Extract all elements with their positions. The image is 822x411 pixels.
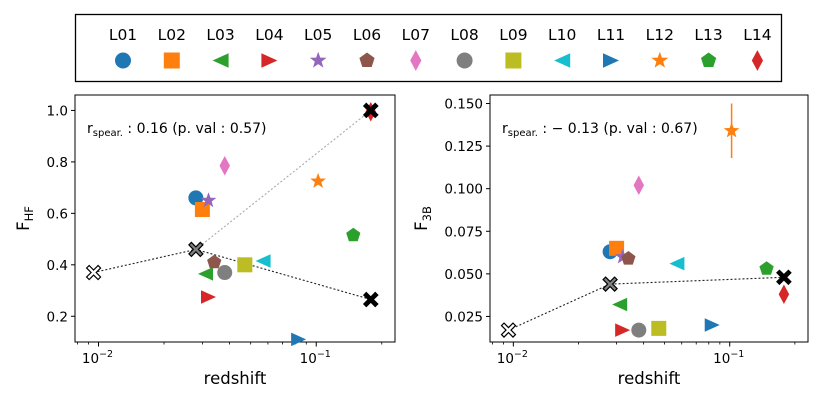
data-point-l09 — [651, 320, 667, 336]
y-tick-label: 1.0 — [47, 103, 68, 119]
legend-label: L02 — [158, 26, 186, 44]
legend-label: L14 — [743, 26, 771, 44]
legend-marker — [456, 52, 473, 69]
y-tick-label: 0.150 — [444, 97, 483, 113]
summary-marker — [602, 276, 618, 292]
data-point-l06 — [207, 254, 222, 269]
legend-frame — [74, 13, 783, 83]
legend: L01 L02 L03 L04 L05 L06 L07 L08 L09 L10 L11 L12 L13 L… — [74, 13, 783, 83]
legend-marker — [163, 52, 180, 69]
data-point-l04 — [200, 290, 216, 304]
y-axis-label: F3B — [412, 206, 434, 231]
data-point-l12 — [723, 122, 740, 138]
legend-marker — [603, 53, 619, 68]
data-point-l07 — [633, 175, 645, 196]
legend-label: L04 — [255, 26, 283, 44]
spearman-annotation: rspear. : 0.16 (p. val : 0.57) — [87, 121, 266, 139]
data-point-l02 — [609, 240, 625, 256]
summary-marker — [362, 102, 379, 119]
summary-marker — [500, 322, 517, 338]
y-tick-label: 0.125 — [444, 139, 483, 155]
y-tick-label: 0.100 — [444, 182, 483, 198]
y-tick-label: 0.075 — [444, 224, 483, 240]
y-tick-label: 0.025 — [444, 309, 483, 325]
legend-label: L06 — [353, 26, 381, 44]
legend-label: L13 — [694, 26, 722, 44]
data-point-l05 — [200, 192, 217, 208]
data-point-l09 — [237, 257, 253, 273]
data-point-l10 — [669, 256, 685, 271]
legend-marker — [554, 53, 571, 68]
legend-marker — [261, 53, 278, 68]
y-tick-label: 0.4 — [47, 258, 68, 274]
summary-marker — [776, 269, 792, 286]
panel-3b: 0.025 0.050 0.075 0.100 0.125 0.150 10−2 10−1 re… — [412, 94, 809, 388]
data-point-l11 — [291, 332, 307, 347]
y-tick-label: 0.6 — [47, 206, 68, 222]
summary-marker — [85, 264, 102, 281]
data-point-l13 — [346, 227, 361, 242]
legend-marker — [115, 52, 131, 69]
x-axis-label: redshift — [204, 369, 267, 388]
trend-line — [195, 109, 372, 250]
axes-frame — [74, 94, 396, 343]
y-tick-label: 0.8 — [47, 155, 68, 171]
data-point-l08 — [631, 322, 647, 338]
legend-label: L08 — [450, 26, 478, 44]
legend-marker — [410, 50, 422, 71]
trend-line — [508, 276, 784, 331]
y-tick-label: 0.2 — [47, 309, 68, 325]
data-point-l03 — [612, 297, 628, 312]
axes-frame — [489, 94, 809, 343]
trend-line — [93, 248, 371, 301]
data-point-l13 — [759, 261, 774, 275]
legend-label: L09 — [499, 26, 527, 44]
data-point-l11 — [704, 318, 720, 332]
data-point-l08 — [217, 265, 233, 281]
data-point-l12 — [310, 172, 326, 188]
legend-marker — [651, 51, 669, 68]
x-tick-label: 10−2 — [497, 349, 528, 367]
legend-label: L12 — [646, 26, 674, 44]
y-tick-label: 0.050 — [444, 267, 483, 283]
legend-label: L11 — [597, 26, 625, 44]
data-point-l14 — [778, 284, 790, 305]
legend-label: L05 — [304, 26, 332, 44]
legend-marker — [359, 52, 375, 67]
data-point-l10 — [255, 254, 271, 268]
summary-marker — [362, 291, 379, 308]
legend-marker — [309, 51, 327, 68]
y-axis-label: FHF — [14, 206, 36, 231]
x-tick-label: 10−1 — [713, 349, 744, 367]
legend-marker — [701, 52, 717, 67]
data-point-l06 — [621, 251, 636, 265]
legend-label: L01 — [109, 26, 137, 44]
x-tick-label: 10−2 — [82, 349, 113, 367]
data-point-l03 — [197, 267, 213, 281]
data-point-l02 — [194, 201, 210, 217]
legend-marker — [505, 52, 522, 69]
panel-hf: 0.2 0.4 0.6 0.8 1.0 10−2 10−1 redshift FHF rspear… — [14, 94, 396, 388]
x-axis-label: redshift — [618, 369, 681, 388]
data-point-l04 — [615, 323, 631, 337]
spearman-annotation: rspear. : − 0.13 (p. val : 0.67) — [502, 121, 698, 139]
summary-marker — [188, 241, 204, 258]
data-point-l01 — [188, 190, 204, 206]
x-tick-label: 10−1 — [300, 349, 331, 367]
legend-marker — [751, 50, 763, 71]
legend-label: L10 — [548, 26, 576, 44]
data-point-l07 — [219, 156, 230, 176]
legend-label: L03 — [206, 26, 234, 44]
legend-label: L07 — [402, 26, 430, 44]
legend-marker — [212, 53, 229, 68]
